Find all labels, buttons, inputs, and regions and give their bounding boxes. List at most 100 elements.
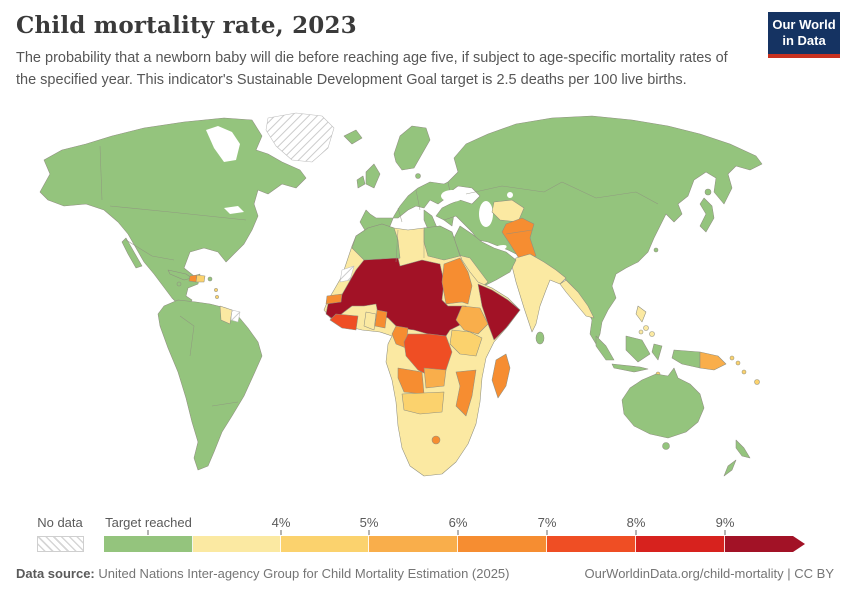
legend-tick — [635, 530, 637, 535]
region-philippines[interactable] — [638, 329, 644, 335]
region-indonesia[interactable] — [625, 335, 651, 363]
region-kenya-uganda[interactable] — [449, 329, 483, 357]
region-indonesia[interactable] — [651, 343, 663, 361]
world-map[interactable] — [0, 110, 850, 508]
region-north-america[interactable] — [39, 117, 307, 319]
legend-tick — [368, 530, 370, 535]
footer-license-link[interactable]: OurWorldinData.org/child-mortality | CC … — [584, 566, 835, 581]
region-lesser-antilles[interactable] — [215, 295, 219, 299]
subtitle-line-2: the specified year. This indicator's Sus… — [16, 71, 687, 88]
owid-logo[interactable]: Our World in Data — [768, 12, 840, 58]
region-ivory-coast-liberia[interactable] — [329, 313, 359, 331]
legend-no-data-swatch[interactable] — [37, 536, 84, 552]
world-map-svg[interactable] — [0, 110, 850, 508]
legend-bin-target[interactable] — [104, 536, 193, 552]
footer-source-text: United Nations Inter-agency Group for Ch… — [94, 566, 510, 581]
region-dominican-republic[interactable] — [195, 274, 206, 283]
region-taiwan[interactable] — [653, 247, 659, 253]
region-philippines[interactable] — [643, 325, 649, 331]
legend-bin-6-7[interactable] — [458, 536, 547, 552]
chart-header: Child mortality rate, 2023 The probabili… — [16, 12, 840, 92]
region-indonesia[interactable] — [595, 335, 615, 361]
region-somalia[interactable] — [477, 283, 521, 341]
region-india[interactable] — [511, 253, 567, 333]
region-sudan[interactable] — [441, 257, 473, 305]
region-egypt[interactable] — [423, 225, 461, 261]
region-suriname[interactable] — [230, 309, 241, 323]
region-myanmar-laos[interactable] — [559, 279, 595, 319]
legend-tick-label: 7% — [537, 515, 557, 530]
region-togo-benin[interactable] — [374, 309, 388, 329]
legend-bin-7-8[interactable] — [547, 536, 636, 552]
region-fiji[interactable] — [754, 379, 760, 385]
region-ethiopia[interactable] — [455, 305, 489, 335]
legend-bin-9-plus[interactable] — [725, 536, 793, 552]
region-lesser-antilles[interactable] — [214, 288, 218, 292]
region-madagascar[interactable] — [491, 353, 511, 399]
subtitle-line-1: The probability that a newborn baby will… — [16, 50, 728, 66]
region-senegal[interactable] — [325, 293, 343, 305]
legend-tick — [280, 530, 282, 535]
region-new-zealand[interactable] — [723, 459, 737, 477]
legend-bin-4-5[interactable] — [281, 536, 369, 552]
region-sri-lanka[interactable] — [535, 331, 545, 345]
region-jamaica[interactable] — [176, 281, 182, 287]
legend-color-bar — [104, 536, 805, 552]
legend-arrow — [793, 536, 805, 552]
region-iceland[interactable] — [343, 129, 363, 145]
hudson-bay — [206, 126, 240, 162]
legend-tick — [457, 530, 459, 535]
region-eurasia[interactable] — [435, 115, 763, 345]
legend-tick-label: 4% — [271, 515, 291, 530]
region-zambia[interactable] — [423, 367, 447, 389]
region-afghanistan-pakistan[interactable] — [501, 217, 537, 261]
legend-tick — [546, 530, 548, 535]
region-australia[interactable] — [621, 367, 705, 439]
region-indonesia[interactable] — [611, 363, 649, 373]
great-lakes — [224, 206, 244, 214]
region-papua-new-guinea[interactable] — [699, 351, 727, 371]
region-new-guinea-west[interactable] — [671, 349, 701, 369]
region-solomon-islands[interactable] — [729, 355, 735, 361]
region-angola[interactable] — [397, 367, 425, 395]
legend-tick-label: 6% — [448, 515, 468, 530]
map-legend: No data Target reached 4% 5% 6% 7% 8% 9% — [0, 515, 850, 559]
footer-source: Data source: United Nations Inter-agency… — [16, 566, 510, 581]
legend-bin-5-6[interactable] — [369, 536, 458, 552]
region-tasmania[interactable] — [662, 442, 670, 450]
region-puerto-rico[interactable] — [207, 276, 213, 282]
region-denmark[interactable] — [415, 173, 421, 179]
region-zimbabwe-botswana-namibia[interactable] — [401, 391, 445, 415]
region-haiti[interactable] — [188, 274, 198, 283]
legend-tick-label: 5% — [359, 515, 379, 530]
region-ireland[interactable] — [356, 175, 366, 189]
caspian-sea — [479, 201, 493, 227]
legend-bin-2-5-4[interactable] — [193, 536, 281, 552]
legend-bin-8-9[interactable] — [636, 536, 725, 552]
footer-source-label: Data source: — [16, 566, 95, 581]
region-japan[interactable] — [704, 188, 712, 196]
region-philippines[interactable] — [635, 305, 647, 323]
region-philippines[interactable] — [649, 331, 655, 337]
region-ghana[interactable] — [363, 311, 377, 331]
region-greenland[interactable] — [265, 112, 335, 163]
page-title: Child mortality rate, 2023 — [16, 12, 357, 39]
region-maghreb[interactable] — [351, 223, 401, 265]
region-uk[interactable] — [365, 163, 381, 189]
owid-logo-line-2: in Data — [782, 33, 826, 49]
region-baja[interactable] — [121, 237, 143, 269]
chart-subtitle: The probability that a newborn baby will… — [16, 48, 761, 92]
region-lesotho[interactable] — [431, 435, 441, 445]
region-vanuatu[interactable] — [741, 369, 747, 375]
region-guyana[interactable] — [219, 305, 233, 325]
legend-tick-label: 9% — [715, 515, 735, 530]
region-mozambique[interactable] — [455, 369, 477, 417]
region-south-america[interactable] — [157, 299, 263, 471]
region-cuba[interactable] — [167, 269, 193, 281]
region-japan[interactable] — [699, 197, 715, 233]
legend-no-data-label: No data — [37, 515, 83, 530]
region-solomon-islands[interactable] — [735, 360, 741, 366]
region-new-zealand[interactable] — [735, 439, 751, 459]
aral-sea — [507, 192, 513, 198]
region-scandinavia[interactable] — [393, 125, 431, 171]
